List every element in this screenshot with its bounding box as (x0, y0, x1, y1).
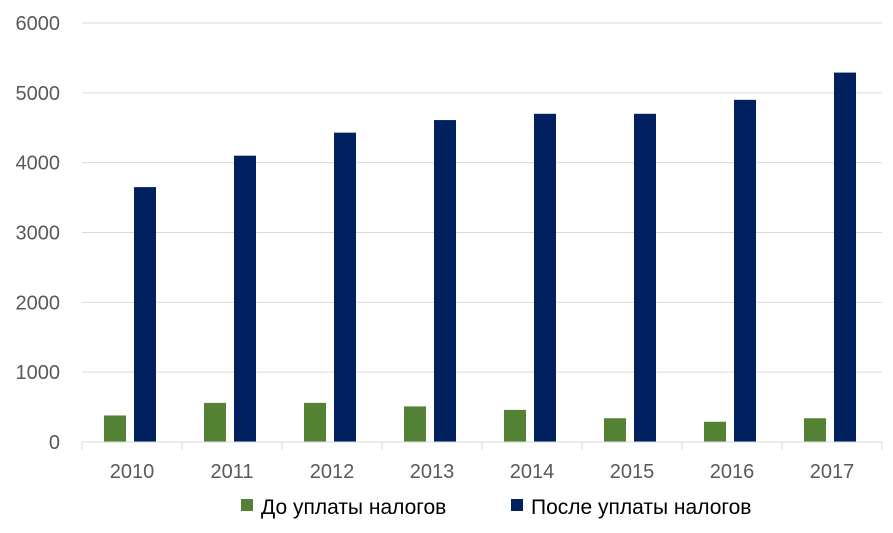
bar-after-tax-2014 (534, 113, 556, 443)
bar-after-tax-2015 (634, 113, 656, 443)
bar-before-tax-2011 (204, 402, 226, 442)
bar-before-tax-2016 (704, 421, 726, 442)
bar-after-tax-2012 (334, 132, 356, 442)
x-tick-label: 2010 (110, 461, 155, 483)
x-axis: 2010 2011 2012 2013 2014 2015 2016 2017 (81, 441, 883, 483)
legend-swatch (241, 499, 253, 511)
bar-before-tax-2014 (504, 409, 526, 442)
legend-label: После уплаты налогов (531, 496, 751, 519)
y-tick-label: 5000 (16, 83, 61, 105)
bar-after-tax-2013 (434, 120, 456, 443)
bar-after-tax-2017 (834, 72, 856, 442)
bar-before-tax-2012 (304, 402, 326, 442)
x-tick-label: 2015 (610, 461, 655, 483)
bar-before-tax-2017 (804, 418, 826, 442)
bar-before-tax-2013 (404, 406, 426, 442)
bar-before-tax-2010 (104, 415, 126, 442)
y-tick-label: 1000 (16, 362, 61, 384)
bar-after-tax-2011 (234, 155, 256, 442)
x-tick-label: 2016 (710, 461, 755, 483)
y-tick-label: 3000 (16, 223, 61, 245)
y-tick-label: 0 (49, 432, 60, 454)
bar-before-tax-2015 (604, 418, 626, 442)
gridlines (82, 22, 882, 373)
bar-after-tax-2016 (734, 99, 756, 443)
legend-label: До уплаты налогов (261, 496, 446, 519)
bar-after-tax-2010 (134, 187, 156, 442)
y-tick-label: 4000 (16, 153, 61, 175)
x-tick-label: 2011 (210, 461, 253, 483)
x-tick-label: 2012 (310, 461, 355, 483)
legend: До уплаты налогов После уплаты налогов (241, 496, 751, 519)
legend-swatch (511, 499, 523, 511)
y-tick-label: 6000 (16, 13, 61, 35)
x-tick-label: 2017 (810, 461, 855, 483)
y-tick-label: 2000 (16, 292, 61, 314)
y-axis: 0 1000 2000 3000 4000 5000 6000 (16, 13, 61, 454)
bars (104, 72, 856, 443)
x-tick-label: 2014 (510, 461, 555, 483)
x-tick-label: 2013 (410, 461, 455, 483)
